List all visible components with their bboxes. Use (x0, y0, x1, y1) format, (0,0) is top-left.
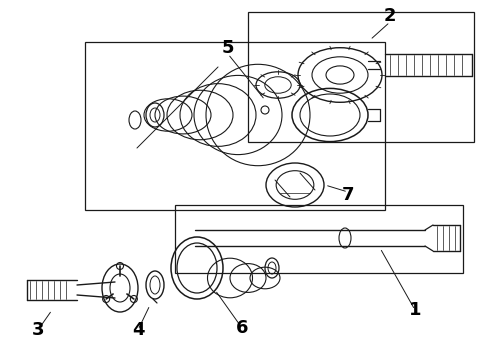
Text: 2: 2 (384, 7, 396, 25)
Text: 1: 1 (409, 301, 421, 319)
Text: 7: 7 (342, 186, 354, 204)
Bar (175, 205, 463, 273)
Text: 5: 5 (222, 39, 234, 57)
Text: 6: 6 (236, 319, 248, 337)
Text: 4: 4 (132, 321, 144, 339)
Text: 3: 3 (32, 321, 44, 339)
Bar (85, 42, 385, 210)
Bar (248, 12, 474, 142)
